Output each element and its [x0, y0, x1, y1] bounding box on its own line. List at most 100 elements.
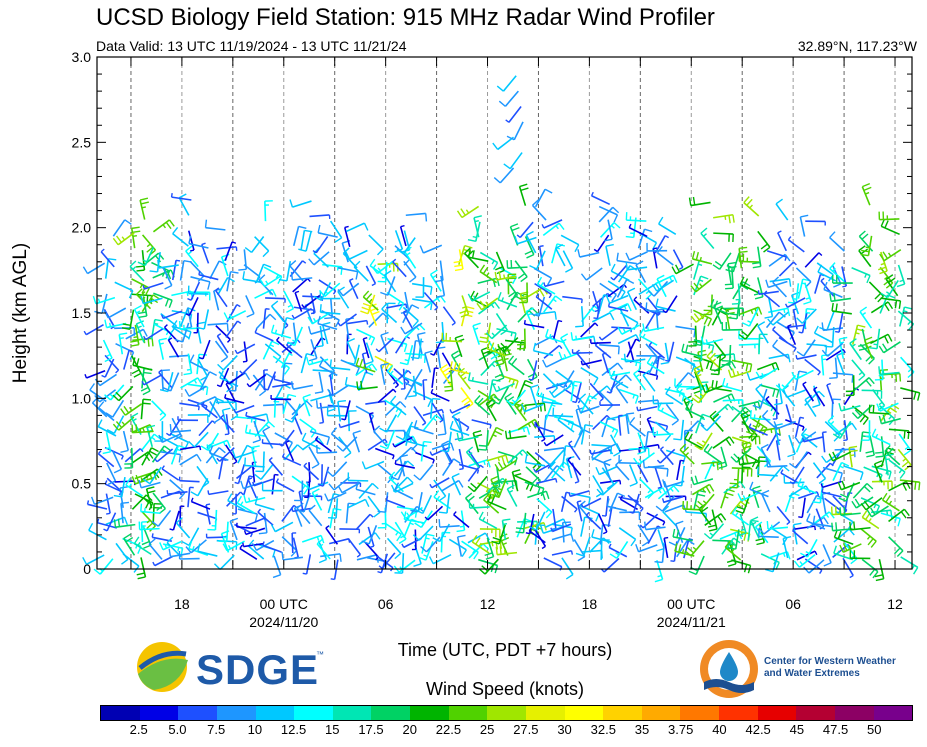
wind-barb — [685, 401, 705, 419]
barb-half-flag — [465, 209, 470, 214]
barb-staff — [398, 559, 416, 573]
wind-barb — [296, 492, 311, 513]
barb-flag — [168, 299, 173, 308]
barb-flag — [123, 516, 129, 525]
barb-flag — [175, 517, 183, 524]
barb-half-flag — [575, 349, 580, 354]
barb-flag — [123, 533, 131, 540]
barb-staff — [720, 446, 728, 467]
barb-half-flag — [608, 543, 612, 548]
barb-flag — [584, 424, 594, 427]
wind-barb — [786, 324, 797, 346]
barb-flag — [709, 410, 717, 417]
barb-staff — [145, 328, 164, 341]
barb-flag — [839, 507, 842, 516]
wind-barb — [635, 544, 658, 553]
barb-flag — [355, 357, 360, 366]
barb-staff — [801, 497, 806, 518]
barb-staff — [158, 264, 179, 269]
barb-flag — [478, 448, 487, 451]
barb-flag — [605, 295, 611, 304]
barb-half-flag — [197, 406, 200, 411]
wind-barb — [797, 478, 817, 495]
wind-barb — [179, 453, 202, 466]
barb-half-flag — [705, 339, 708, 344]
barb-flag — [97, 419, 103, 427]
barb-flag — [444, 385, 453, 388]
wind-barb — [215, 401, 237, 411]
barb-half-flag — [281, 453, 285, 458]
barb-flag — [711, 345, 715, 354]
wind-barb — [605, 294, 629, 304]
barb-flag — [200, 375, 208, 381]
barb-half-flag — [589, 449, 592, 455]
barb-staff — [681, 350, 702, 358]
barb-half-flag — [245, 411, 248, 417]
wind-barb — [799, 214, 809, 237]
wind-barb — [402, 309, 414, 331]
wind-barb — [106, 462, 117, 486]
barb-staff — [101, 293, 108, 314]
wind-barb — [861, 389, 883, 399]
wind-barb — [599, 420, 619, 438]
barb-staff — [301, 534, 322, 543]
wind-barb — [774, 383, 783, 406]
barb-flag — [851, 500, 857, 509]
barb-staff — [575, 352, 590, 369]
barb-staff — [616, 279, 628, 298]
barb-half-flag — [319, 543, 324, 548]
wind-barb — [576, 500, 583, 522]
barb-flag — [482, 266, 489, 275]
wind-barb — [599, 222, 621, 238]
wind-barb — [606, 373, 619, 394]
wind-barb — [302, 554, 312, 575]
barb-staff — [549, 449, 565, 466]
barb-staff — [367, 526, 375, 547]
barb-flag — [395, 435, 404, 441]
wind-barb — [386, 364, 404, 385]
barb-staff — [310, 394, 330, 402]
barb-half-flag — [141, 206, 147, 209]
barb-flag — [467, 239, 476, 243]
wind-barb — [448, 538, 467, 558]
wind-barb — [187, 414, 209, 423]
wind-barb — [740, 410, 751, 434]
barb-staff — [534, 425, 554, 433]
barb-half-flag — [511, 399, 516, 403]
barb-flag — [682, 446, 690, 454]
barb-staff — [813, 511, 830, 525]
wind-barb — [570, 380, 582, 402]
wind-barb — [337, 282, 360, 297]
wind-barb — [402, 306, 419, 328]
wind-barb — [217, 276, 235, 296]
wind-barb — [133, 536, 152, 556]
barb-flag — [106, 429, 115, 434]
barb-staff — [843, 465, 864, 474]
barb-half-flag — [287, 304, 292, 308]
barb-staff — [208, 490, 229, 496]
barb-staff — [395, 463, 415, 469]
wind-barb — [658, 216, 677, 235]
barb-staff — [410, 368, 423, 387]
barb-staff — [181, 322, 190, 343]
barb-flag — [487, 402, 496, 408]
barb-flag — [526, 230, 534, 236]
barb-flag — [329, 359, 332, 368]
barb-staff — [794, 370, 800, 391]
wind-barb — [368, 412, 376, 434]
barb-flag — [414, 522, 422, 528]
barb-flag — [832, 433, 841, 439]
barb-half-flag — [783, 308, 786, 314]
wind-barb — [860, 527, 877, 548]
wind-barb — [169, 432, 189, 450]
wind-barb — [521, 403, 544, 413]
barb-staff — [264, 201, 267, 222]
wind-barb — [293, 413, 303, 435]
barb-flag — [281, 551, 284, 560]
wind-barb — [523, 320, 545, 329]
barb-half-flag — [142, 427, 145, 432]
wind-barb — [185, 297, 199, 317]
barb-flag — [829, 231, 836, 239]
barb-flag — [743, 445, 752, 449]
barb-half-flag — [119, 337, 124, 340]
